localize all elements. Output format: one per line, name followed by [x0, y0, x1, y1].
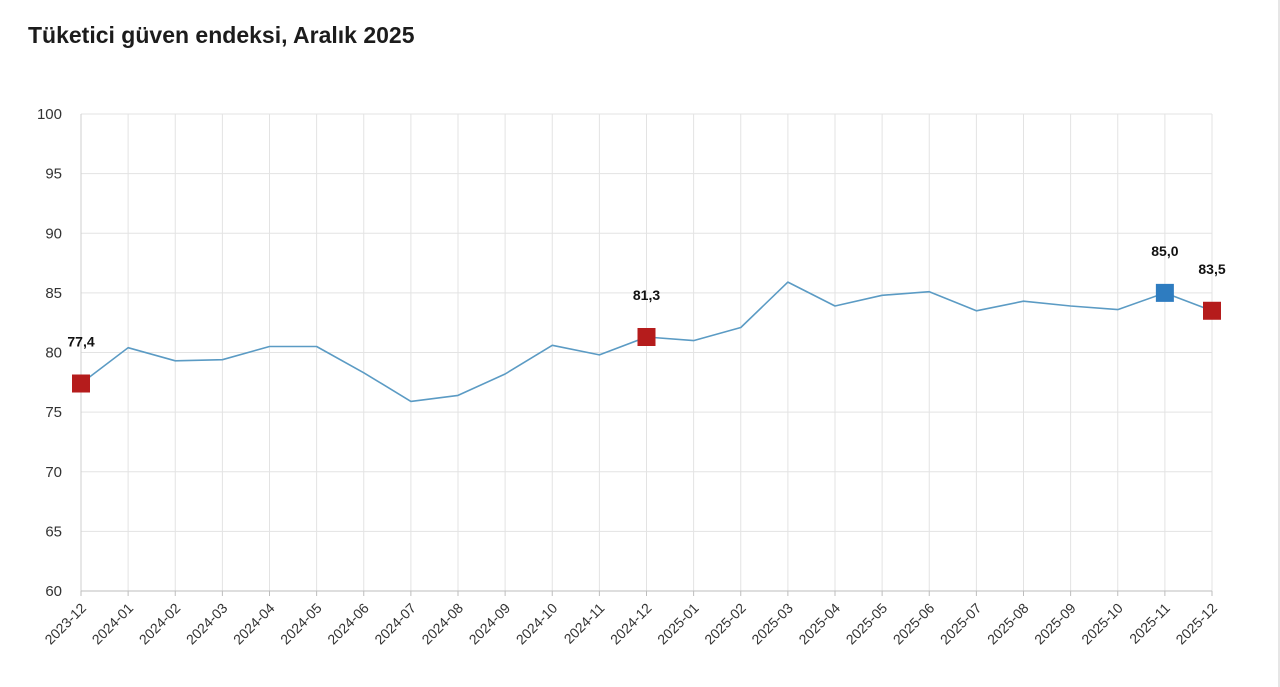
- data-point-2024-09: [502, 371, 508, 377]
- x-tick-label: 2025-08: [984, 600, 1032, 648]
- y-tick-label: 100: [37, 106, 62, 123]
- data-point-2024-02: [172, 358, 178, 364]
- data-point-2025-07: [973, 308, 979, 314]
- x-tick-label: 2024-05: [277, 600, 325, 648]
- x-tick-label: 2025-01: [654, 600, 702, 648]
- x-tick-label: 2024-01: [89, 600, 137, 648]
- y-tick-label: 80: [45, 345, 62, 362]
- x-tick-label: 2024-03: [183, 600, 231, 648]
- data-label-2025-11: 85,0: [1151, 243, 1178, 259]
- data-point-2024-08: [455, 392, 461, 398]
- chart-title: Tüketici güven endeksi, Aralık 2025: [28, 22, 415, 48]
- y-tick-label: 90: [45, 225, 62, 242]
- data-point-2024-10: [549, 342, 555, 348]
- x-tick-label: 2024-09: [466, 600, 514, 648]
- data-point-2025-01: [691, 338, 697, 344]
- y-tick-label: 85: [45, 285, 62, 302]
- x-tick-label: 2024-02: [136, 600, 184, 648]
- x-tick-label: 2025-07: [937, 600, 985, 648]
- y-tick-label: 95: [45, 166, 62, 183]
- axes: [80, 114, 1213, 596]
- data-label-2024-12: 81,3: [633, 287, 660, 303]
- x-tick-label: 2024-11: [561, 600, 608, 647]
- data-point-2024-04: [267, 344, 273, 350]
- x-tick-label: 2024-07: [371, 600, 419, 648]
- data-point-2024-06: [361, 370, 367, 376]
- x-tick-label: 2025-11: [1126, 600, 1173, 647]
- data-point-2024-11: [596, 352, 602, 358]
- data-point-2025-09: [1068, 303, 1074, 309]
- y-tick-label: 70: [45, 464, 62, 481]
- x-tick-label: 2025-05: [843, 600, 891, 648]
- data-labels: 77,4 81,3 85,0 83,5: [67, 243, 1225, 350]
- data-point-2025-10: [1115, 307, 1121, 313]
- y-tick-label: 75: [45, 404, 62, 421]
- x-tick-label: 2025-03: [748, 600, 796, 648]
- x-tick-label: 2025-10: [1078, 600, 1126, 648]
- data-label-2025-12: 83,5: [1198, 261, 1225, 277]
- x-tick-label: 2024-06: [324, 600, 372, 648]
- data-point-2024-05: [314, 344, 320, 350]
- x-tick-label: 2024-08: [418, 600, 466, 648]
- x-tick-label: 2025-02: [701, 600, 749, 648]
- x-tick-label: 2024-10: [513, 600, 561, 648]
- y-axis-ticks: 100 95 90 85 80 75 70 65 60: [37, 106, 62, 600]
- x-axis-ticks: 2023-12 2024-01 2024-02 2024-03 2024-04 2024-…: [41, 600, 1220, 648]
- y-tick-label: 65: [45, 523, 62, 540]
- highlight-marker-2025-11: [1155, 283, 1174, 302]
- highlight-markers: [72, 283, 1221, 393]
- x-tick-label: 2024-12: [607, 600, 655, 648]
- highlight-marker-2023-12: [72, 374, 90, 393]
- data-label-2023-12: 77,4: [67, 334, 94, 350]
- data-point-2025-02: [738, 324, 744, 330]
- x-tick-label: 2025-04: [795, 600, 843, 648]
- frame-edge: [1278, 0, 1280, 687]
- x-tick-label: 2024-04: [230, 600, 278, 648]
- data-point-2025-08: [1021, 298, 1027, 304]
- x-tick-label: 2025-09: [1031, 600, 1079, 648]
- data-point-2024-03: [219, 357, 225, 363]
- data-point-2024-07: [408, 398, 414, 404]
- highlight-marker-2024-12: [637, 327, 656, 346]
- data-point-2024-01: [125, 345, 131, 351]
- x-tick-label: 2025-12: [1172, 600, 1220, 648]
- data-point-2025-04: [832, 303, 838, 309]
- data-point-2025-03: [785, 279, 791, 285]
- x-tick-label: 2025-06: [890, 600, 938, 648]
- data-point-2025-05: [879, 292, 885, 298]
- highlight-marker-2025-12: [1203, 301, 1221, 320]
- data-point-2025-06: [926, 289, 932, 295]
- y-tick-label: 60: [45, 583, 62, 600]
- x-tick-label: 2023-12: [41, 600, 89, 648]
